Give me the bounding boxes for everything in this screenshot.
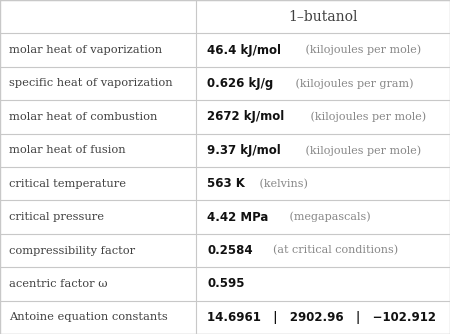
Text: compressibility factor: compressibility factor <box>9 245 135 256</box>
Text: 563 K: 563 K <box>207 177 245 190</box>
Text: critical pressure: critical pressure <box>9 212 104 222</box>
Text: Antoine equation constants: Antoine equation constants <box>9 312 168 322</box>
Text: molar heat of vaporization: molar heat of vaporization <box>9 45 162 55</box>
Text: (kilojoules per mole): (kilojoules per mole) <box>307 112 426 122</box>
Text: 2672 kJ/mol: 2672 kJ/mol <box>207 111 284 123</box>
Text: (kelvins): (kelvins) <box>256 179 308 189</box>
Text: 9.37 kJ/mol: 9.37 kJ/mol <box>207 144 281 157</box>
Text: 4.42 MPa: 4.42 MPa <box>207 211 268 223</box>
Text: (kilojoules per mole): (kilojoules per mole) <box>302 45 422 55</box>
Text: critical temperature: critical temperature <box>9 179 126 189</box>
Text: molar heat of fusion: molar heat of fusion <box>9 145 126 155</box>
Text: (kilojoules per mole): (kilojoules per mole) <box>302 145 421 156</box>
Text: 46.4 kJ/mol: 46.4 kJ/mol <box>207 44 281 56</box>
Text: specific heat of vaporization: specific heat of vaporization <box>9 78 173 89</box>
Text: 14.6961   |   2902.96   |   −102.912: 14.6961 | 2902.96 | −102.912 <box>207 311 436 324</box>
Text: 0.595: 0.595 <box>207 278 244 290</box>
Text: (megapascals): (megapascals) <box>286 212 371 222</box>
Text: 0.2584: 0.2584 <box>207 244 252 257</box>
Text: molar heat of combustion: molar heat of combustion <box>9 112 157 122</box>
Text: acentric factor ω: acentric factor ω <box>9 279 108 289</box>
Text: (kilojoules per gram): (kilojoules per gram) <box>292 78 414 89</box>
Text: (at critical conditions): (at critical conditions) <box>266 245 398 256</box>
Text: 1–butanol: 1–butanol <box>288 10 358 24</box>
Text: 0.626 kJ/g: 0.626 kJ/g <box>207 77 273 90</box>
